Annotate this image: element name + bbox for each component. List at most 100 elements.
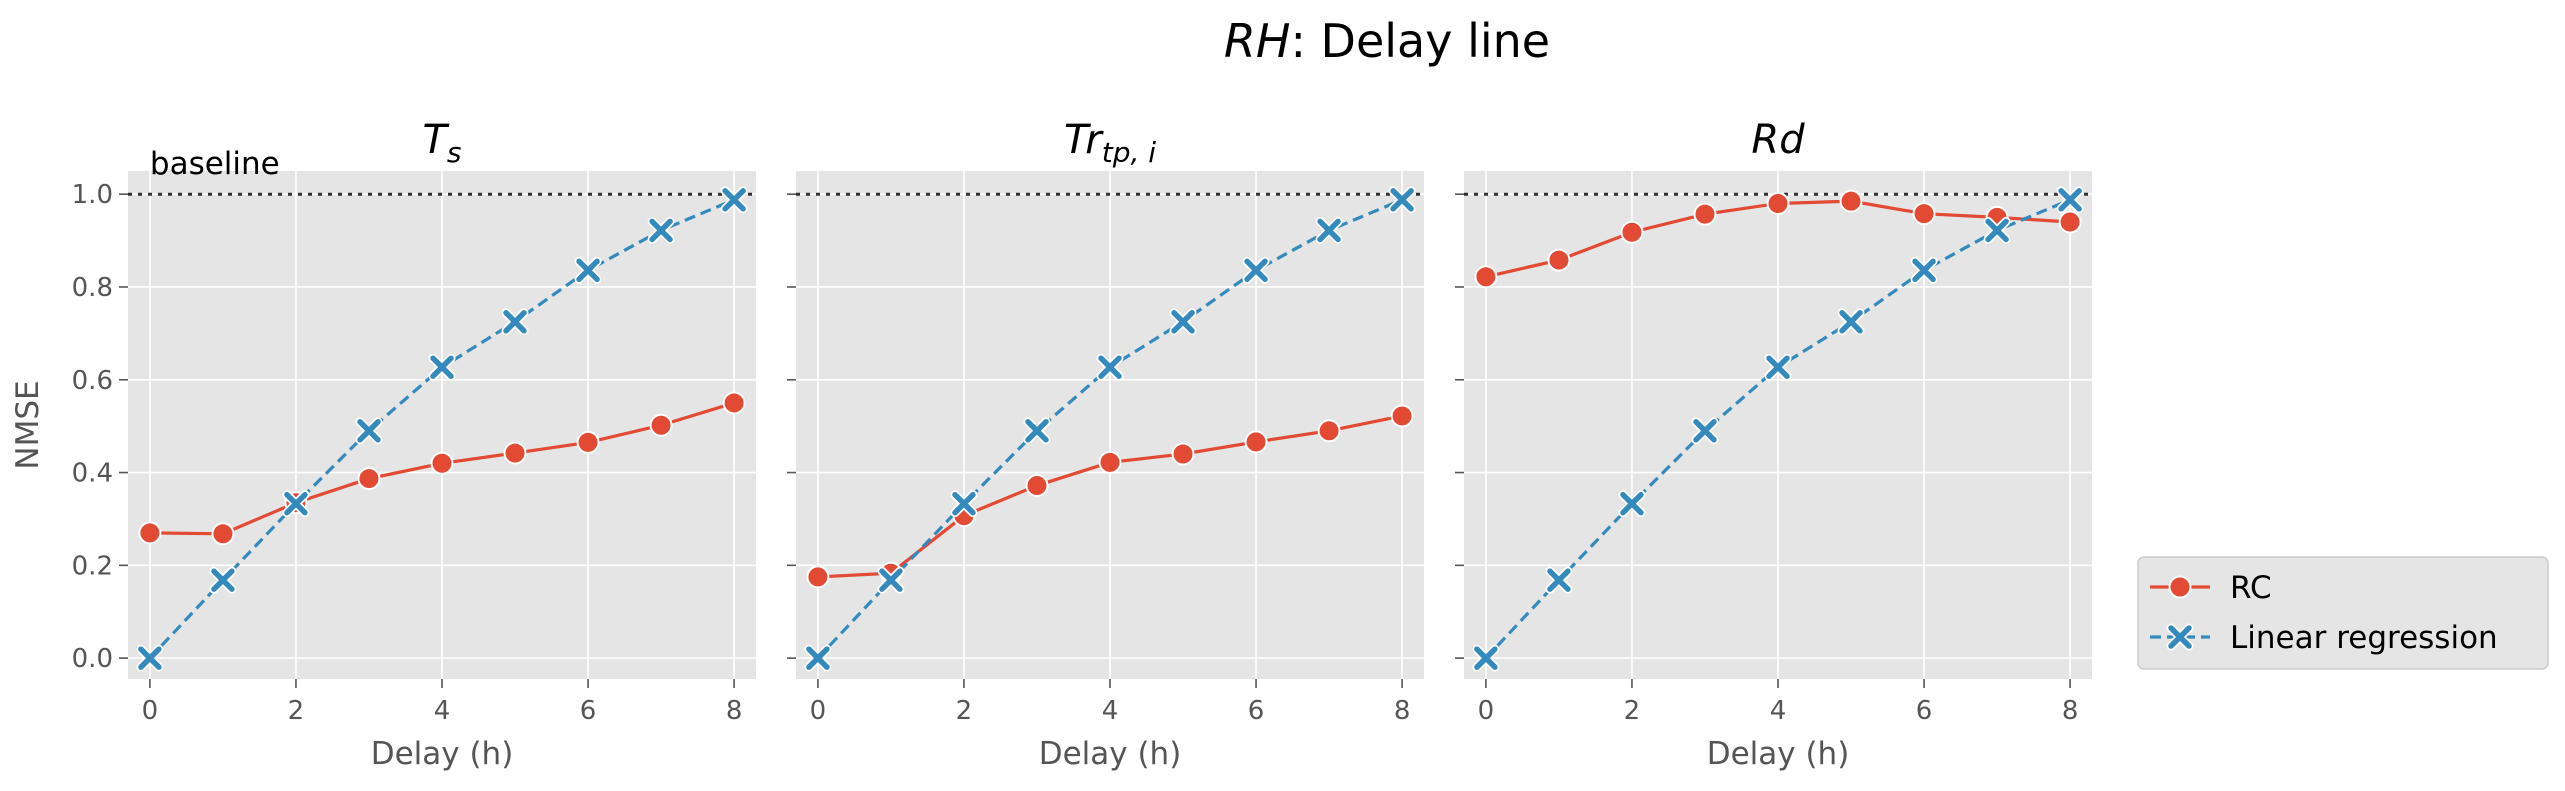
panel-title-subscript: s xyxy=(447,136,462,169)
rc-point xyxy=(806,565,830,589)
panel-title-base: Tr xyxy=(1064,117,1104,163)
x-axis-label: Delay (h) xyxy=(371,736,514,772)
y-tick-label: 0.0 xyxy=(72,644,113,674)
x-marker xyxy=(576,258,600,283)
linear-regression-point xyxy=(1315,216,1343,244)
linear-regression-point xyxy=(804,644,832,672)
rc-point xyxy=(1620,220,1644,244)
y-axis-label: NMSE xyxy=(10,380,46,469)
x-tick-label: 8 xyxy=(726,696,743,726)
y-tick-label: 0.4 xyxy=(72,459,113,489)
panel-title: Ts xyxy=(422,117,461,169)
linear-regression-point xyxy=(1169,308,1197,336)
panel-2: 0 2 4 6 8 Trtp, i Delay (h) xyxy=(787,117,1424,772)
x-tick-label: 8 xyxy=(2062,696,2079,726)
panels: 0.0 0.2 0.4 0.6 0.8 1.0 0 2 4 6 8 baseline Ts Delay (… xyxy=(10,117,2092,772)
x-marker xyxy=(806,646,830,670)
x-marker xyxy=(357,419,381,443)
rc-point xyxy=(1474,265,1498,289)
x-marker xyxy=(138,646,162,670)
x-marker xyxy=(1766,355,1790,379)
legend-label: RC xyxy=(2230,570,2272,606)
y-tick-label: 0.2 xyxy=(72,551,113,581)
panel-1: 0.0 0.2 0.4 0.6 0.8 1.0 0 2 4 6 8 baseline Ts Delay (… xyxy=(10,117,756,772)
x-marker xyxy=(952,491,976,516)
x-marker xyxy=(1912,258,1936,283)
figure-title: RH: Delay line xyxy=(1224,14,1550,68)
x-tick-label: 4 xyxy=(434,696,451,726)
linear-regression-point xyxy=(1096,353,1124,381)
linear-regression-point xyxy=(282,490,310,518)
x-tick-label: 2 xyxy=(956,696,973,726)
x-marker xyxy=(2058,188,2082,212)
baseline-label: baseline xyxy=(150,146,280,182)
panel-3: 0 2 4 6 8 Rd Delay (h) xyxy=(1455,117,2092,772)
linear-regression-point xyxy=(1837,308,1865,336)
rc-point xyxy=(576,430,600,454)
rc-point xyxy=(1839,189,1863,213)
linear-regression-point xyxy=(950,490,978,518)
linear-regression-point xyxy=(428,353,456,381)
linear-regression-point xyxy=(1618,490,1646,518)
legend-label: Linear regression xyxy=(2230,620,2498,656)
x-marker xyxy=(1547,568,1571,592)
x-tick-label: 0 xyxy=(810,696,827,726)
linear-regression-point xyxy=(877,566,905,594)
x-marker xyxy=(1317,218,1341,243)
rc-point xyxy=(503,441,527,465)
x-tick-label: 2 xyxy=(288,696,305,726)
x-tick-label: 6 xyxy=(1916,696,1933,726)
x-marker xyxy=(1390,188,1414,212)
rc-point xyxy=(138,521,162,545)
linear-regression-point xyxy=(2056,186,2084,214)
x-axis-label: Delay (h) xyxy=(1707,736,1850,772)
rc-point xyxy=(2058,210,2082,234)
rc-point xyxy=(1025,474,1049,498)
rc-point xyxy=(1317,419,1341,443)
panel-title-subscript: tp, i xyxy=(1102,136,1157,169)
rc-point xyxy=(211,522,235,546)
x-marker xyxy=(1025,419,1049,443)
figure-title-rest: : Delay line xyxy=(1290,14,1550,68)
linear-regression-point xyxy=(1472,644,1500,672)
rc-point xyxy=(1098,450,1122,474)
linear-regression-point xyxy=(1242,256,1270,284)
linear-regression-point xyxy=(1764,353,1792,381)
legend-box xyxy=(2137,556,2549,670)
panel-title: Trtp, i xyxy=(1064,117,1156,169)
legend-item: RC xyxy=(2150,570,2272,606)
linear-regression-point xyxy=(1388,186,1416,214)
x-marker xyxy=(211,568,235,592)
x-marker xyxy=(649,218,673,243)
panel-title-base: T xyxy=(422,117,450,163)
x-marker xyxy=(879,568,903,592)
rc-point xyxy=(1766,191,1790,215)
y-tick-label: 0.6 xyxy=(72,366,113,396)
x-marker xyxy=(1985,218,2009,243)
x-marker xyxy=(1171,310,1195,334)
linear-regression-point xyxy=(209,566,237,594)
linear-regression-point xyxy=(1545,566,1573,594)
legend-x-marker xyxy=(2166,623,2194,651)
y-tick-label: 1.0 xyxy=(72,180,113,210)
x-tick-label: 6 xyxy=(580,696,597,726)
x-marker xyxy=(2168,625,2192,649)
x-marker xyxy=(284,491,308,516)
rc-point xyxy=(430,451,454,475)
y-tick-label: 0.8 xyxy=(72,273,113,303)
x-tick-label: 0 xyxy=(1478,696,1495,726)
x-tick-label: 2 xyxy=(1624,696,1641,726)
legend-circle-marker xyxy=(2168,575,2192,599)
x-marker xyxy=(1474,646,1498,670)
linear-regression-point xyxy=(501,308,529,336)
x-marker xyxy=(1693,419,1717,443)
linear-regression-point xyxy=(574,256,602,284)
x-axis-label: Delay (h) xyxy=(1039,736,1182,772)
rc-point xyxy=(357,467,381,491)
x-marker xyxy=(722,188,746,212)
linear-regression-point xyxy=(1691,417,1719,445)
x-marker xyxy=(1244,258,1268,283)
x-tick-label: 6 xyxy=(1248,696,1265,726)
linear-regression-point xyxy=(720,186,748,214)
